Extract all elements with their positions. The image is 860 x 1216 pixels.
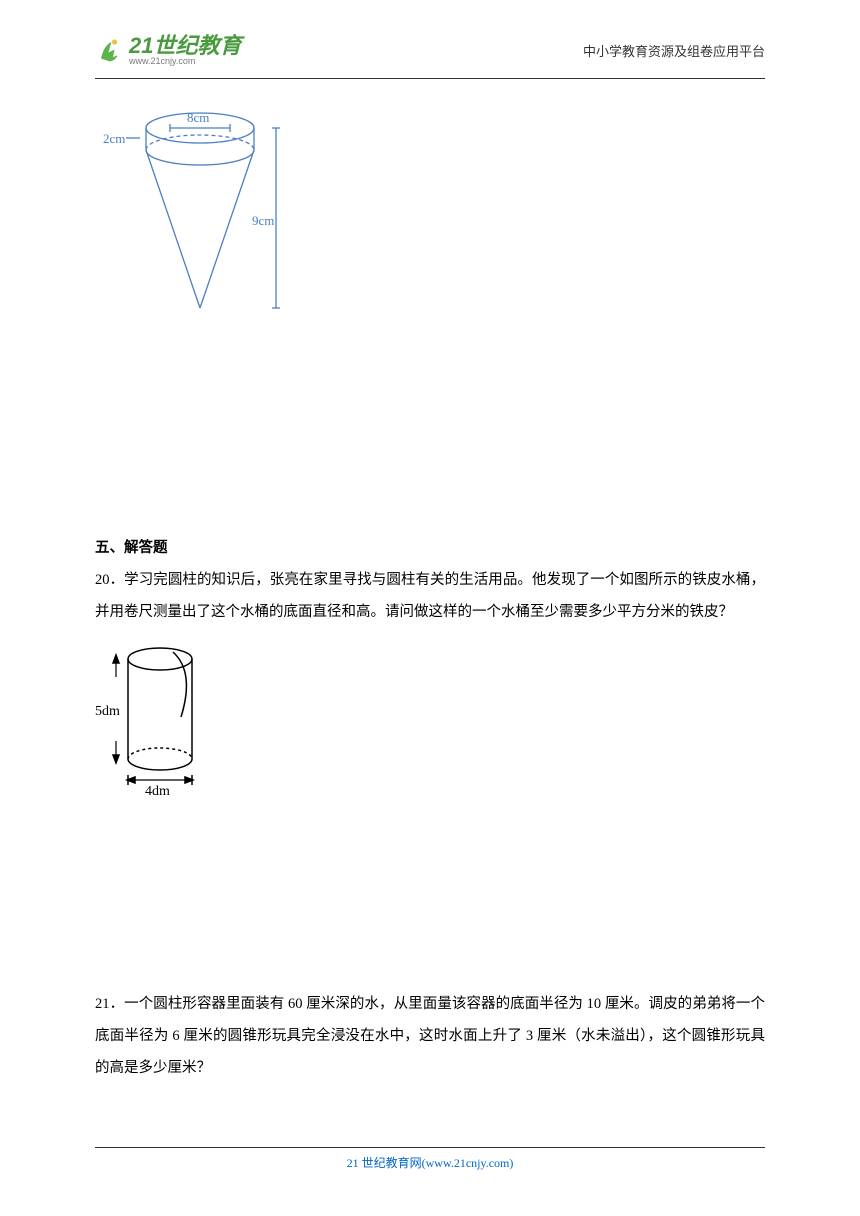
cone-cyl-height-label: 2cm <box>103 131 125 146</box>
header-right-text: 中小学教育资源及组卷应用平台 <box>583 41 765 60</box>
footer-suffix: ) <box>509 1156 513 1170</box>
logo-sub-text: www.21cnjy.com <box>129 57 241 66</box>
logo-text: 21世纪教育 www.21cnjy.com <box>129 35 241 66</box>
question-21: 21．一个圆柱形容器里面装有 60 厘米深的水，从里面量该容器的底面半径为 10… <box>95 989 765 1085</box>
cone-width-label: 8cm <box>187 110 209 125</box>
footer-prefix: 21 世纪教育网( <box>347 1156 426 1170</box>
footer-text: 21 世纪教育网(www.21cnjy.com) <box>0 1154 860 1171</box>
bucket-diagram: 5dm 4dm <box>95 637 215 797</box>
bucket-diameter-label: 4dm <box>145 784 170 797</box>
bucket-height-label: 5dm <box>95 704 120 719</box>
logo-main-text: 21世纪教育 <box>129 35 241 57</box>
footer-url: www.21cnjy.com <box>426 1156 510 1170</box>
question-20: 20．学习完圆柱的知识后，张亮在家里寻找与圆柱有关的生活用品。他发现了一个如图所… <box>95 565 765 629</box>
page-footer: 21 世纪教育网(www.21cnjy.com) <box>0 1147 860 1171</box>
cone-total-height-label: 9cm <box>252 213 274 228</box>
logo-area: 21世纪教育 www.21cnjy.com <box>95 35 241 66</box>
footer-divider <box>95 1147 765 1148</box>
content-area: 8cm 2cm 9cm 五、解答题 20．学习完圆柱的知识后，张亮在家里寻找与圆… <box>0 79 860 1085</box>
section-5-title: 五、解答题 <box>95 533 765 565</box>
cone-cylinder-diagram: 8cm 2cm 9cm <box>100 100 290 330</box>
logo-icon <box>95 36 125 66</box>
page-header: 21世纪教育 www.21cnjy.com 中小学教育资源及组卷应用平台 <box>0 0 860 76</box>
